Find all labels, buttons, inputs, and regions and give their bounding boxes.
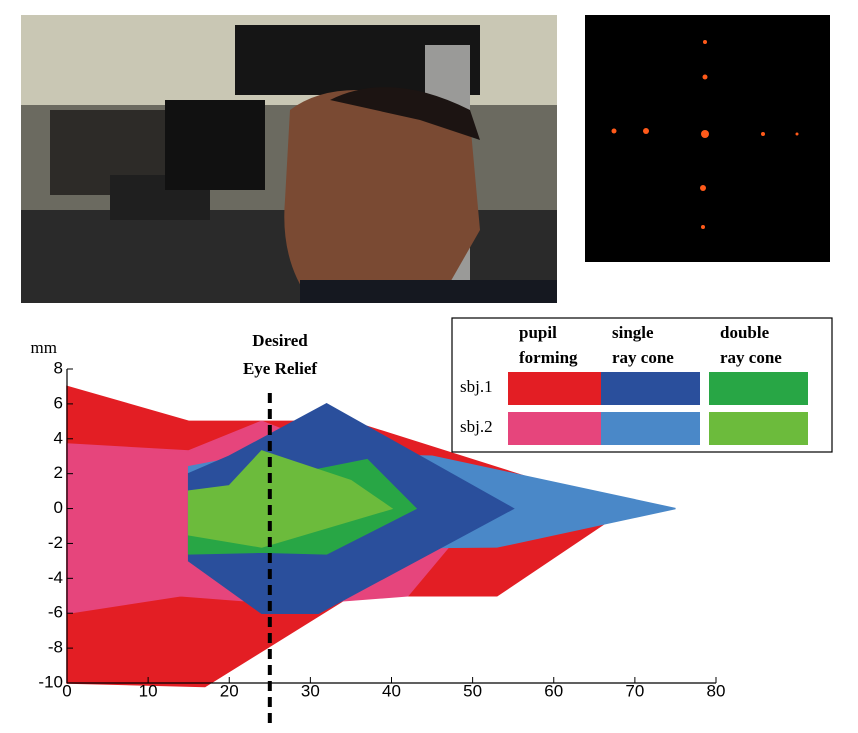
legend-column-label: pupil: [519, 323, 557, 342]
legend-swatch: [601, 372, 700, 405]
legend-column-label: ray cone: [612, 348, 674, 367]
y-tick-label: -4: [48, 568, 63, 587]
legend-row-label: sbj.1: [460, 377, 493, 396]
legend-swatch: [601, 412, 700, 445]
y-tick-label: -2: [48, 533, 63, 552]
legend-swatch: [709, 412, 808, 445]
x-tick-label: 50: [463, 681, 482, 700]
legend-row-label: sbj.2: [460, 417, 493, 436]
legend-swatch: [709, 372, 808, 405]
area: [187, 450, 394, 548]
x-tick-label: 60: [544, 681, 563, 700]
annotation-text: Eye Relief: [243, 359, 317, 378]
x-tick-label: 30: [301, 681, 320, 700]
y-tick-label: 6: [54, 393, 63, 412]
y-axis-label: mm: [31, 338, 57, 357]
x-tick-label: 80: [707, 681, 726, 700]
x-tick-label: 10: [139, 681, 158, 700]
x-tick-label: 40: [382, 681, 401, 700]
legend-column-label: forming: [519, 348, 578, 367]
legend-swatch: [508, 412, 607, 445]
legend-column-label: ray cone: [720, 348, 782, 367]
y-tick-label: 8: [54, 358, 63, 377]
photo-setup: [21, 15, 557, 303]
x-tick-label: 20: [220, 681, 239, 700]
y-tick-label: 4: [54, 428, 63, 447]
legend: pupil forming single ray cone double ray cone…: [451, 317, 833, 453]
legend-column-label: double: [720, 323, 770, 342]
legend-column-label: single: [612, 323, 654, 342]
x-tick-label: 0: [62, 681, 71, 700]
y-tick-label: 2: [54, 463, 63, 482]
y-tick-label: 0: [54, 498, 63, 517]
y-tick-label: -8: [48, 638, 63, 657]
y-tick-label: -6: [48, 603, 63, 622]
photo-spot-pattern: [585, 15, 830, 262]
y-tick-label: -10: [38, 672, 63, 691]
legend-swatch: [508, 372, 607, 405]
annotation-text: Desired: [252, 331, 308, 350]
x-tick-label: 70: [625, 681, 644, 700]
